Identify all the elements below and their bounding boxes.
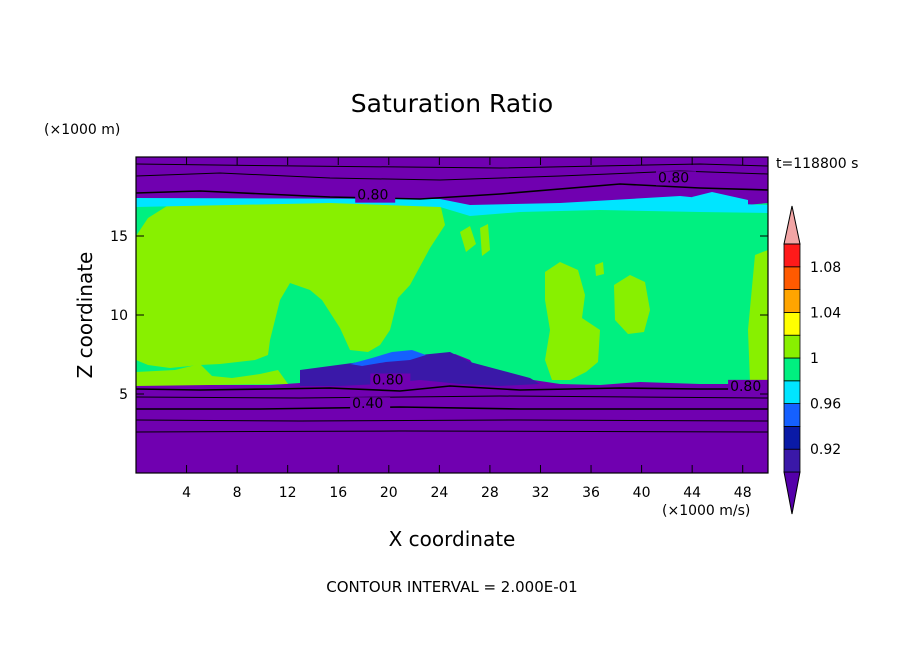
colorbar-segment: [783, 357, 801, 382]
colorbar-segment: [783, 266, 801, 290]
colorbar-tick-label: 1: [810, 351, 819, 367]
colorbar-tick-label: 0.92: [810, 442, 841, 458]
x-tick-label: 44: [683, 485, 701, 501]
contour-label: 0.80: [357, 188, 388, 204]
y-tick-label: 5: [119, 387, 128, 403]
supersaturated-right-patch: [545, 262, 600, 380]
x-tick-label: 48: [734, 485, 752, 501]
supersaturated-right-edge: [748, 250, 768, 382]
contour-label-layer: 0.80 0.80 0.80 0.80 0.40: [350, 170, 769, 412]
contour-label-gap: [728, 379, 769, 394]
x-tick-label: 24: [430, 485, 448, 501]
contour-label-gap: [370, 373, 411, 388]
x-tick-label: 20: [380, 485, 398, 501]
cloud-base-band: [300, 352, 540, 386]
contour-interval-footer: CONTOUR INTERVAL = 2.000E-01: [326, 578, 577, 596]
supersaturated-left-base: [136, 364, 288, 386]
colorbar-tick-label: 0.96: [810, 397, 841, 413]
y-unit-label: (×1000 m): [44, 122, 120, 138]
colorbar-segment: [783, 448, 801, 473]
colorbar-segment: [783, 289, 801, 313]
x-tick-label: 32: [532, 485, 550, 501]
cloud-base-blue: [350, 350, 426, 366]
y-tick-label: 10: [110, 308, 128, 324]
contour-label: 0.80: [730, 379, 761, 395]
colorbar-segment: [783, 311, 801, 336]
colorbar-segment: [783, 425, 801, 450]
contour-label: 0.80: [372, 373, 403, 389]
time-label: t=118800 s: [776, 156, 858, 172]
x-unit-label: (×1000 m/s): [662, 503, 750, 519]
colorbar-lower-extension: [783, 471, 801, 515]
colorbar-segment: [783, 403, 801, 427]
colorbar-tick-label: 1.04: [810, 305, 841, 321]
x-tick-label: 16: [329, 485, 347, 501]
x-tick-label: 8: [233, 485, 242, 501]
x-axis-title: X coordinate: [389, 527, 516, 551]
x-tick-label: 4: [182, 485, 191, 501]
contour-field: [136, 157, 768, 473]
supersaturated-left-region: [136, 201, 445, 368]
colorbar-segment: [783, 243, 801, 268]
colorbar: 0.92 0.96 1 1.04 1.08: [783, 205, 841, 515]
colorbar-segment: [783, 380, 801, 404]
x-tick-label: 40: [633, 485, 651, 501]
y-axis: 5 10 15: [110, 229, 768, 403]
colorbar-upper-extension: [783, 205, 801, 245]
contour-label-gap: [355, 188, 396, 203]
contour-label-gap: [350, 397, 391, 412]
x-axis: 4 8 12 16 20 24 28 32 36 40 44 48: [182, 157, 752, 501]
ice-blue-patch: [692, 192, 748, 210]
contour-label-gap: [656, 171, 697, 186]
contour-lines: [136, 163, 768, 433]
x-tick-label: 12: [279, 485, 297, 501]
colorbar-segment: [783, 334, 801, 359]
contour-label: 0.80: [658, 170, 689, 186]
supersaturated-small-patches: [460, 224, 604, 276]
ice-blue-strip: [136, 196, 768, 216]
contour-label: 0.40: [352, 396, 383, 412]
y-axis-title: Z coordinate: [73, 252, 97, 379]
colorbar-tick-label: 1.08: [810, 260, 841, 276]
y-tick-label: 15: [110, 229, 128, 245]
x-tick-label: 36: [582, 485, 600, 501]
x-tick-label: 28: [481, 485, 499, 501]
chart-title: Saturation Ratio: [351, 89, 553, 118]
supersaturated-right-patch-2: [614, 275, 650, 334]
